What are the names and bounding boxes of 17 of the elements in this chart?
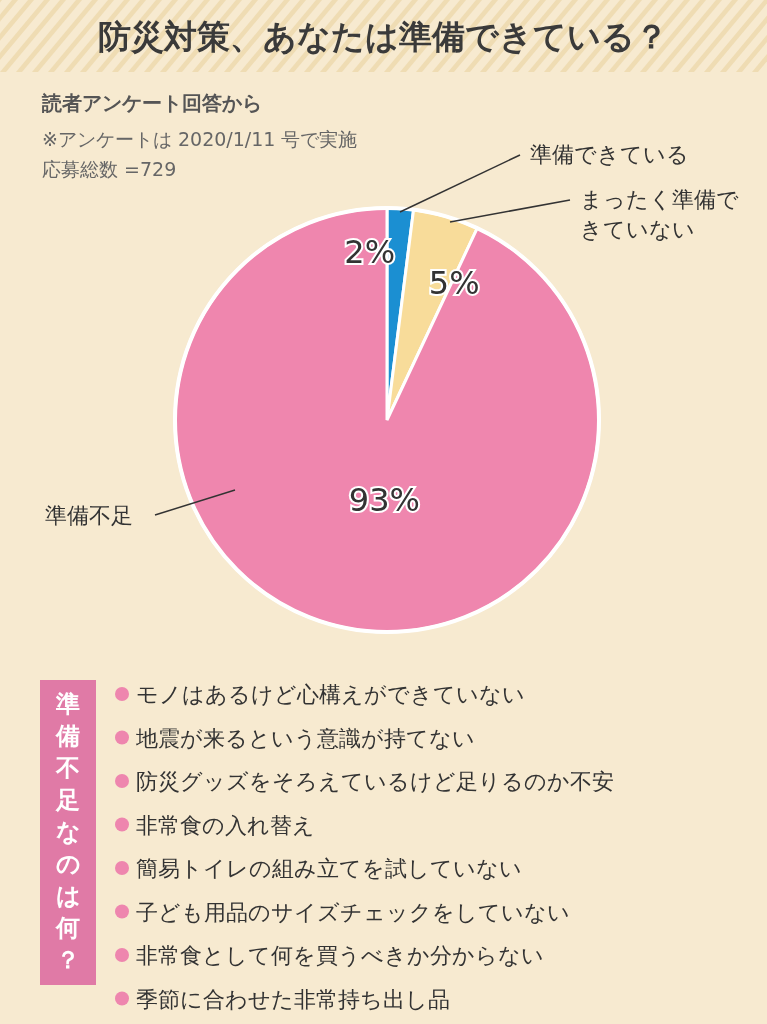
text: 応募総数 =729 bbox=[42, 158, 177, 180]
text: ※アンケートは 2020/1/11 号で実施 bbox=[42, 128, 358, 150]
text: 地震が来るという意識が持てない bbox=[135, 725, 475, 751]
text: 非常食の入れ替え bbox=[136, 812, 315, 838]
data-label: 93% bbox=[348, 480, 420, 519]
slice-label: まったく準備できていない bbox=[580, 187, 739, 242]
text: 季節に合わせた非常持ち出し品 bbox=[136, 986, 450, 1012]
text: 非常食として何を買うべきか分からない bbox=[136, 943, 544, 968]
slice-label: 準備できている bbox=[530, 142, 689, 167]
text: 子ども用品のサイズチェックをしていない bbox=[136, 899, 570, 925]
text: モノはあるけど心構えができていない bbox=[136, 682, 525, 707]
text: 準備不足なのは何？ bbox=[55, 690, 81, 974]
slice-label: 準備不足 bbox=[45, 503, 133, 528]
text: 防災グッズをそろえているけど足りるのか不安 bbox=[136, 769, 614, 794]
chart-title: 防災対策、あなたは準備できている？ bbox=[98, 17, 668, 56]
text: 簡易トイレの組み立てを試していない bbox=[136, 856, 522, 881]
chart-subtitle: 読者アンケート回答から bbox=[41, 91, 262, 115]
